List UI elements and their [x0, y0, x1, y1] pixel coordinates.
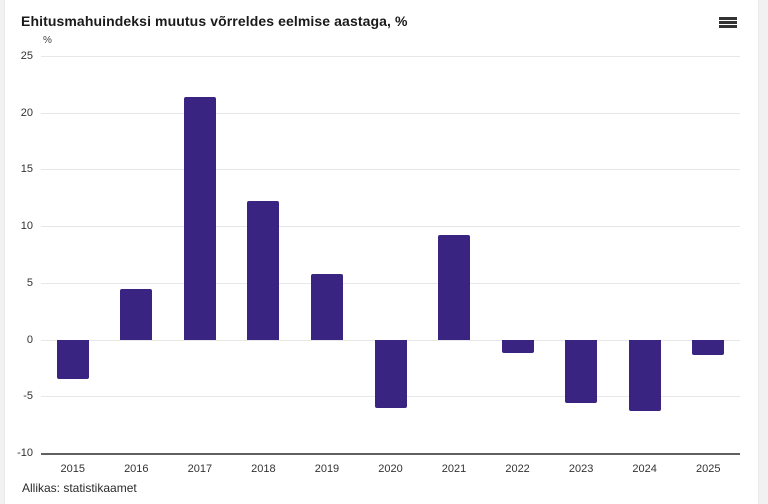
bar-2019[interactable] [310, 273, 343, 340]
grid-line [41, 282, 740, 284]
bar-2015[interactable] [56, 339, 89, 380]
bar-2024[interactable] [628, 339, 661, 412]
x-tick-label: 2024 [632, 463, 657, 475]
chart-card: Ehitusmahuindeksi muutus võrreldes eelmi… [5, 0, 758, 504]
grid-line [41, 169, 740, 171]
x-tick-label: 2018 [251, 463, 276, 475]
y-axis-unit-label: % [43, 35, 52, 46]
hamburger-menu-icon [719, 17, 737, 28]
chart-plot-area [41, 56, 740, 455]
bar-2021[interactable] [438, 235, 471, 340]
bar-2022[interactable] [501, 339, 534, 354]
x-axis-line [41, 453, 740, 455]
y-tick-label: 20 [20, 106, 33, 119]
bar-2025[interactable] [692, 339, 725, 356]
x-tick-label: 2025 [695, 463, 721, 475]
bar-2017[interactable] [183, 96, 216, 340]
x-tick-label: 2022 [505, 463, 530, 475]
y-tick-label: 15 [20, 163, 33, 176]
x-tick-label: 2017 [187, 463, 213, 475]
x-tick-label: 2016 [124, 463, 149, 475]
y-tick-label: -5 [23, 390, 33, 403]
x-tick-label: 2023 [568, 463, 594, 475]
chart-title: Ehitusmahuindeksi muutus võrreldes eelmi… [21, 13, 408, 29]
y-tick-label: 10 [20, 220, 33, 233]
export-menu-button[interactable] [715, 12, 741, 34]
x-tick-label: 2019 [314, 463, 340, 475]
bar-2020[interactable] [374, 339, 407, 408]
x-tick-label: 2015 [60, 463, 85, 475]
x-tick-label: 2020 [378, 463, 403, 475]
grid-line [41, 112, 740, 114]
source-text: Allikas: statistikaamet [22, 481, 137, 495]
bar-2018[interactable] [247, 201, 280, 340]
y-tick-label: 5 [26, 276, 33, 289]
grid-line [41, 56, 740, 57]
bar-2016[interactable] [120, 288, 153, 340]
y-tick-label: -10 [17, 447, 33, 459]
grid-line [41, 226, 740, 228]
y-tick-label: 0 [26, 333, 33, 346]
bar-2023[interactable] [565, 339, 598, 404]
y-tick-label: 25 [20, 50, 33, 62]
x-tick-label: 2021 [441, 463, 467, 475]
